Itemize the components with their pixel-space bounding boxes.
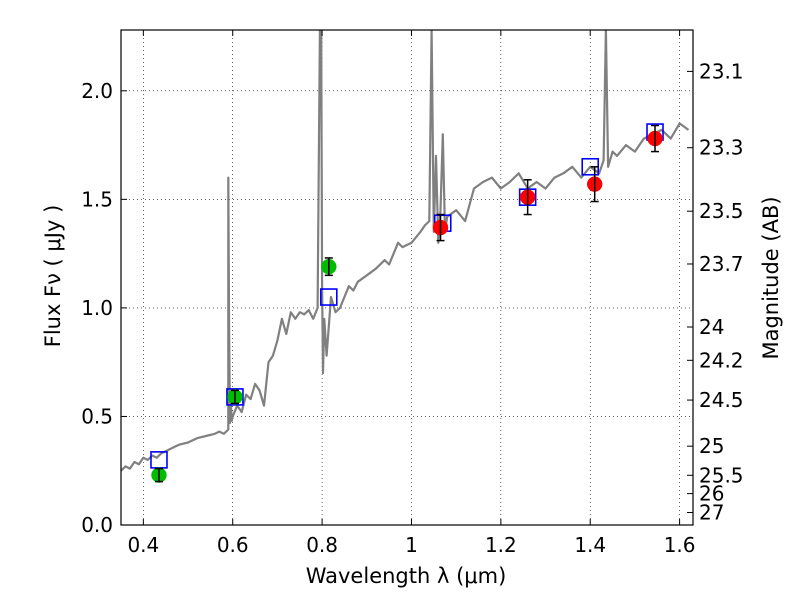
y-tick-label: 1.5 <box>81 187 113 211</box>
y-tick-label: 0.0 <box>81 513 113 537</box>
y-tick-label: 1.0 <box>81 296 113 320</box>
right-tick-label: 23.5 <box>699 199 744 223</box>
model-photometry-marker <box>319 288 338 306</box>
x-tick-label: 1.4 <box>574 533 606 557</box>
x-tick-label: 1.2 <box>485 533 517 557</box>
x-axis-label: Wavelength λ (μm) <box>306 564 507 588</box>
right-tick-label: 24 <box>699 315 724 339</box>
right-tick-label: 25 <box>699 434 724 458</box>
right-axis-label: Magnitude (AB) <box>759 196 783 359</box>
x-tick-label: 1 <box>405 533 418 557</box>
right-tick-label: 24.2 <box>699 348 744 372</box>
tick-layer: 0.4 0.6 0.8 1 1.2 1.4 1.6 0.0 0.5 1.0 1.5 2.0 23.1 23… <box>81 30 744 557</box>
marker-layer <box>150 123 664 483</box>
y-tick-label: 0.5 <box>81 404 113 428</box>
right-tick-label: 23.3 <box>699 136 744 160</box>
right-tick-label: 26 <box>699 482 724 506</box>
right-tick-label: 23.7 <box>699 252 744 276</box>
x-tick-label: 0.4 <box>127 533 159 557</box>
right-tick-label: 25.5 <box>699 463 744 487</box>
spectrum-layer <box>121 30 690 472</box>
right-tick-label: 23.1 <box>699 59 744 83</box>
spectrum-line <box>121 30 690 472</box>
x-tick-label: 0.8 <box>306 533 338 557</box>
x-tick-label: 0.6 <box>217 533 249 557</box>
right-tick-label: 24.5 <box>699 388 744 412</box>
plot-frame <box>120 29 694 526</box>
model-photometry-marker <box>226 388 244 406</box>
y-tick-label: 2.0 <box>81 79 113 103</box>
right-tick-label: 27 <box>699 501 724 525</box>
x-tick-label: 1.6 <box>664 533 696 557</box>
y-axis-label: Flux Fν ( μJy ) <box>41 205 65 348</box>
